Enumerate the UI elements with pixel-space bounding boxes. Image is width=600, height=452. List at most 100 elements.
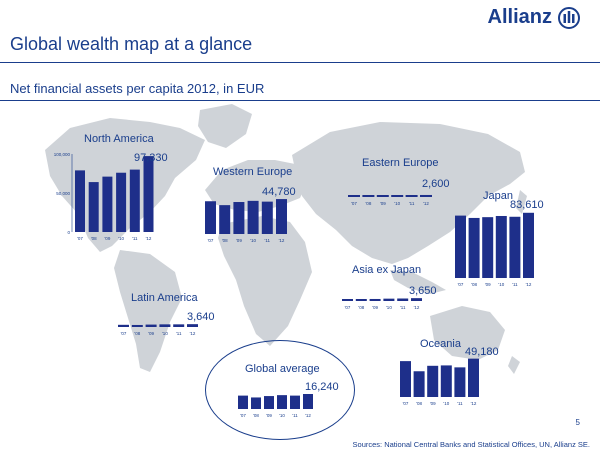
x-tick-label: '08 [134,331,140,336]
y-tick-label: 100,000 [54,152,71,157]
x-tick-label: '11 [409,201,415,206]
bar [303,394,313,409]
mini-chart-latin-america: '07 '08 '09 '10 '11 '12 [118,324,198,336]
x-tick-label: '07 [345,305,351,310]
bar [348,195,360,197]
x-tick-label: '09 [430,401,436,406]
bar [247,200,259,234]
bar [159,324,171,327]
region-name-oceania: Oceania [420,338,461,350]
x-tick-label: '07 [403,401,409,406]
region-name-western-europe: Western Europe [213,166,293,178]
bar [187,324,198,327]
bar [219,205,231,234]
bar [145,324,157,327]
value-global-average: 16,240 [305,381,339,393]
x-tick-label: '11 [512,282,518,287]
mini-chart-japan: '07 '08 '09 '10 '11 '12 [455,212,534,287]
map-japan [516,190,527,214]
value-western-europe: 44,780 [262,186,296,198]
bar [143,156,154,232]
x-tick-label: '09 [236,238,242,243]
x-tick-label: '07 [351,201,357,206]
x-tick-label: '10 [498,282,504,287]
x-tick-label: '09 [148,331,154,336]
map-asia [292,122,525,264]
x-tick-label: '10 [443,401,449,406]
bar [495,215,507,278]
value-asia-ex-japan: 3,650 [409,285,437,297]
region-name-north-america: North America [84,133,154,145]
bar [454,367,466,397]
subtitle-divider [0,100,600,101]
y-tick-label: 0 [67,230,70,235]
bar [264,396,274,409]
bar [276,199,287,234]
bar [102,176,113,232]
mini-chart-global-average: '07 '08 '09 '10 '11 '12 [238,394,313,418]
page-title: Global wealth map at a glance [10,34,253,54]
bar [173,324,185,327]
mini-chart-oceania: '07 '08 '09 '10 '11 '12 [400,358,479,406]
map-south-america [114,250,182,372]
value-latin-america: 3,640 [187,311,215,323]
bar [277,395,287,409]
x-tick-label: '07 [121,331,127,336]
x-tick-label: '11 [292,413,298,418]
x-tick-label: '11 [132,236,138,241]
map-europe [205,160,308,212]
x-tick-label: '09 [380,201,386,206]
x-tick-label: '08 [471,282,477,287]
x-tick-label: '08 [253,413,259,418]
x-tick-label: '10 [394,201,400,206]
bar [400,361,411,397]
bar [251,397,261,409]
x-tick-label: '10 [279,413,285,418]
x-tick-label: '12 [471,401,477,406]
value-north-america: 97,330 [134,152,168,164]
bar [413,371,425,397]
x-tick-label: '10 [250,238,256,243]
bar [129,169,140,232]
x-tick-label: '07 [458,282,464,287]
bar [427,365,439,397]
bar [118,324,129,327]
x-tick-label: '07 [240,413,246,418]
bar [411,298,422,301]
bar [440,365,452,397]
x-tick-label: '09 [485,282,491,287]
brand-name: Allianz [487,6,552,28]
x-tick-label: '08 [222,238,228,243]
x-tick-label: '12 [414,305,420,310]
mini-chart-western-europe: '07 '08 '09 '10 '11 '12 [205,199,287,243]
bar [88,182,99,232]
x-tick-label: '11 [176,331,182,336]
bar [290,395,300,409]
bar [482,217,494,278]
region-name-japan: Japan [483,190,513,202]
bar [383,298,395,301]
bar [391,195,404,197]
header-divider [0,62,600,63]
allianz-eagle-icon [558,6,580,29]
bar [369,298,381,301]
x-tick-label: '10 [162,331,168,336]
map-australia [430,306,505,360]
y-tick-label: 50,000 [56,191,70,196]
x-tick-label: '11 [265,238,271,243]
bar [523,212,534,278]
x-tick-label: '09 [104,236,110,241]
x-tick-label: '12 [190,331,196,336]
mini-chart-north-america: '07 '08 '09 '10 '11 '12 100,000 50,000 0 [54,152,154,241]
x-tick-label: '11 [400,305,406,310]
x-tick-label: '12 [146,236,152,241]
mini-chart-eastern-europe: '07 '08 '09 '10 '11 '12 [348,194,432,206]
x-tick-label: '12 [279,238,285,243]
x-tick-label: '07 [208,238,214,243]
value-eastern-europe: 2,600 [422,178,450,190]
x-tick-label: '09 [266,413,272,418]
map-africa [218,216,312,346]
x-tick-label: '09 [372,305,378,310]
